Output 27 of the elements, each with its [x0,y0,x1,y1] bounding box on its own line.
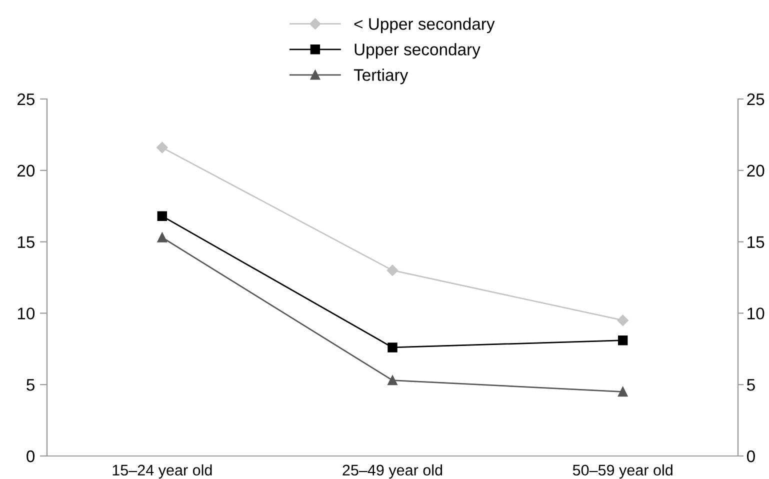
point [157,232,168,242]
y-tick-label: 10 [18,308,35,320]
y2-tick-label: 20 [747,164,764,177]
legend-label: Tertiary [354,68,408,84]
point [618,386,628,397]
y-tick-label: 20 [17,164,35,177]
y-tick-label: 5 [26,379,34,391]
y2-tick-label: 25 [747,93,764,106]
x-tick-label: 25–49 year old [342,464,442,479]
y2-tick-label: 0 [746,450,755,462]
point [386,264,398,276]
point [388,375,398,386]
y-tick-label: 15 [18,236,34,248]
point [156,142,168,154]
x-tick-label: 15–24 year old [112,464,212,479]
y2-tick-label: 5 [747,379,755,391]
point [618,335,628,346]
point [617,314,628,326]
legend-label: Upper secondary [354,43,480,59]
x-tick-label: 50–59 year old [572,464,672,479]
y2-tick-label: 10 [748,308,764,320]
y2-tick-label: 15 [748,236,764,248]
y-tick-label: 0 [26,450,35,462]
legend-label: < Upper secondary [354,18,495,34]
point [388,342,398,352]
y-tick-label: 25 [17,93,34,106]
point [157,211,168,221]
